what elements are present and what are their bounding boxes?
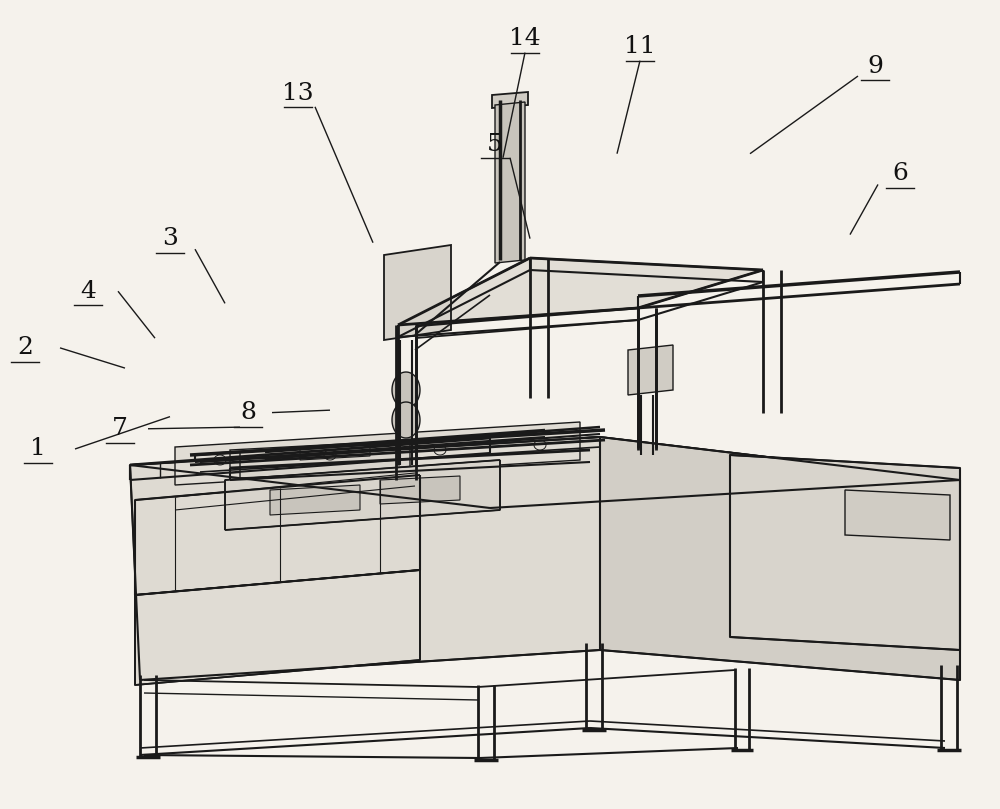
Text: 7: 7 xyxy=(112,417,128,440)
Polygon shape xyxy=(130,437,960,508)
Polygon shape xyxy=(240,444,410,478)
Text: 5: 5 xyxy=(487,133,503,155)
Text: 9: 9 xyxy=(867,55,883,78)
Polygon shape xyxy=(175,422,580,485)
Polygon shape xyxy=(135,475,420,595)
Polygon shape xyxy=(392,402,420,438)
Polygon shape xyxy=(600,437,960,680)
Text: 3: 3 xyxy=(162,227,178,250)
Text: 4: 4 xyxy=(80,280,96,303)
Polygon shape xyxy=(135,570,420,685)
Text: 11: 11 xyxy=(624,36,656,58)
Text: 13: 13 xyxy=(282,82,314,104)
Polygon shape xyxy=(392,372,420,408)
Polygon shape xyxy=(230,442,380,473)
Text: 6: 6 xyxy=(892,163,908,185)
Text: 14: 14 xyxy=(509,28,541,50)
Polygon shape xyxy=(495,102,525,263)
Text: 1: 1 xyxy=(30,438,46,460)
Polygon shape xyxy=(492,92,528,108)
Polygon shape xyxy=(853,492,897,528)
Polygon shape xyxy=(300,443,370,460)
Polygon shape xyxy=(380,476,460,504)
Text: 8: 8 xyxy=(240,401,256,424)
Text: 2: 2 xyxy=(17,337,33,359)
Polygon shape xyxy=(398,258,763,325)
Polygon shape xyxy=(898,494,942,530)
Polygon shape xyxy=(384,245,451,340)
Polygon shape xyxy=(628,345,673,395)
Polygon shape xyxy=(270,485,360,515)
Polygon shape xyxy=(845,490,950,540)
Polygon shape xyxy=(730,455,960,650)
Polygon shape xyxy=(130,437,600,680)
Polygon shape xyxy=(225,460,500,530)
